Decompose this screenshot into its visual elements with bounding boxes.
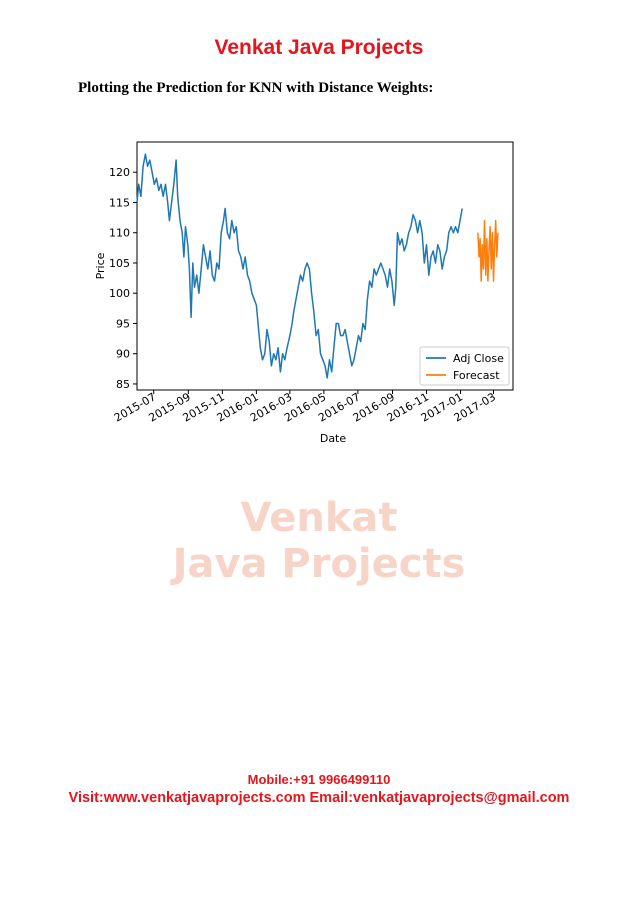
y-axis-label: Price bbox=[94, 252, 107, 279]
y-tick-label: 90 bbox=[116, 348, 130, 361]
y-tick-label: 120 bbox=[109, 166, 130, 179]
footer-mobile: Mobile:+91 9966499110 bbox=[247, 772, 391, 787]
section-heading: Plotting the Prediction for KNN with Dis… bbox=[78, 80, 434, 96]
series-line-adj-close bbox=[136, 153, 463, 379]
series-line-forecast bbox=[477, 219, 499, 282]
y-tick-label: 95 bbox=[116, 317, 130, 330]
y-tick-label: 115 bbox=[109, 196, 130, 209]
footer-visit: Visit:www.venkatjavaprojects.com Email:v… bbox=[68, 790, 570, 806]
y-tick-label: 105 bbox=[109, 257, 130, 270]
y-tick-label: 100 bbox=[109, 287, 130, 300]
watermark: Venkat Java Projects bbox=[0, 495, 638, 587]
legend-label: Adj Close bbox=[453, 352, 504, 365]
y-tick-label: 110 bbox=[109, 227, 130, 240]
legend-label: Forecast bbox=[453, 369, 500, 382]
watermark-line-1: Venkat bbox=[240, 495, 398, 541]
page-header-title: Venkat Java Projects bbox=[214, 36, 424, 59]
watermark-line-2: Java Projects bbox=[172, 541, 466, 587]
x-axis-label: Date bbox=[320, 432, 347, 445]
price-chart: 85 90 95 100 105 110 115 120 2015-07 2015-09 2015-… bbox=[80, 128, 540, 458]
y-tick-label: 85 bbox=[116, 378, 130, 391]
plot-frame bbox=[136, 141, 514, 391]
chart-svg: 8590951001051101151202015-072015-092015-… bbox=[94, 141, 514, 445]
